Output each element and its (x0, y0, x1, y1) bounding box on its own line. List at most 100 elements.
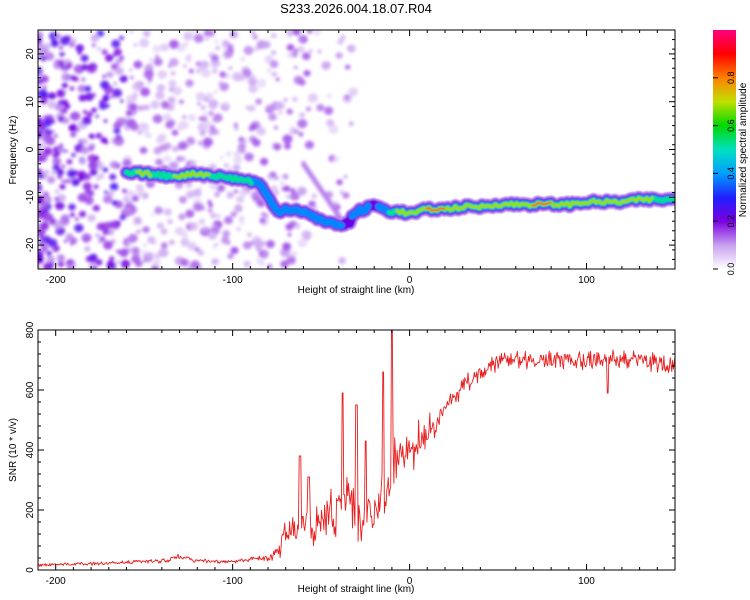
noise-blob (47, 100, 57, 109)
noise-blob (294, 129, 299, 134)
noise-blob (304, 140, 315, 150)
noise-blob (344, 94, 351, 100)
spectrogram-y-ticks: -20 -10 0 10 20 (25, 29, 675, 270)
noise-blob (286, 255, 296, 265)
noise-blob (38, 240, 43, 245)
noise-blob (290, 126, 296, 131)
noise-blob (297, 45, 305, 54)
noise-blob (45, 213, 54, 221)
noise-blob (88, 161, 98, 170)
noise-blob (348, 121, 354, 126)
noise-blob (199, 130, 206, 137)
noise-blob (158, 248, 169, 258)
noise-blob (202, 227, 208, 233)
noise-blob (38, 230, 43, 235)
noise-blob (62, 117, 70, 124)
noise-blob (39, 236, 44, 240)
noise-blob (91, 265, 97, 269)
noise-blob (259, 251, 264, 256)
snr-x-ticks: -200 -100 0 100 (37, 330, 658, 587)
noise-blob (52, 157, 62, 166)
noise-blob (305, 106, 312, 112)
noise-blob (68, 125, 75, 131)
noise-blob (70, 111, 81, 121)
noise-blob (195, 61, 201, 67)
noise-blob (90, 33, 100, 43)
noise-blob (111, 200, 118, 206)
noise-blob (177, 141, 188, 151)
noise-blob (248, 84, 258, 94)
noise-blob (51, 170, 57, 175)
spectrogram-x-tick-label: -100 (223, 275, 243, 286)
noise-blob (63, 89, 67, 93)
noise-blob (112, 88, 123, 98)
spectrogram-x-ticks: -200 -100 0 100 (37, 30, 658, 286)
spectrogram-area (38, 30, 675, 269)
noise-blob (202, 112, 207, 116)
spectrogram-y-label: Frequency (Hz) (8, 116, 19, 185)
noise-blob (123, 206, 133, 215)
noise-blob (233, 151, 238, 156)
noise-blob (43, 115, 48, 120)
noise-blob (188, 113, 196, 121)
snr-x-tick-label: 0 (407, 576, 413, 587)
noise-blob (119, 55, 125, 61)
noise-blob (106, 228, 115, 236)
noise-blob (39, 70, 44, 74)
noise-blob (261, 212, 266, 217)
noise-blob (183, 31, 193, 41)
noise-blob (287, 35, 292, 39)
snr-x-tick-label: -200 (46, 576, 66, 587)
spectrogram-y-tick-label: -10 (25, 190, 36, 205)
noise-blob (40, 55, 47, 62)
noise-blob (336, 179, 343, 186)
noise-blob (193, 33, 204, 43)
noise-blob (135, 183, 144, 192)
noise-blob (111, 39, 121, 48)
noise-blob (156, 84, 166, 92)
noise-blob (189, 222, 199, 231)
noise-blob (104, 54, 114, 62)
noise-blob (162, 113, 172, 122)
noise-blob (84, 92, 94, 102)
noise-blob (255, 98, 263, 105)
noise-blob (88, 64, 93, 70)
noise-blob (307, 93, 318, 103)
colorbar-label: Normalized spectral amplitude (738, 82, 749, 217)
noise-blob (122, 159, 132, 168)
noise-blob (297, 238, 307, 248)
noise-blob (172, 86, 183, 96)
noise-blob (182, 64, 187, 68)
noise-blob (52, 152, 59, 158)
noise-blob (70, 131, 77, 138)
noise-blob (327, 94, 332, 99)
noise-blob (86, 111, 93, 118)
noise-blob (177, 120, 187, 130)
noise-blob (95, 114, 99, 118)
noise-blob (258, 249, 269, 259)
noise-blob (332, 156, 340, 162)
noise-blob (152, 45, 161, 53)
noise-blob (171, 145, 179, 153)
noise-blob (232, 164, 241, 172)
noise-blob (186, 161, 191, 166)
noise-blob (143, 69, 154, 79)
noise-blob (216, 214, 221, 219)
noise-blob (98, 102, 108, 110)
noise-blob (262, 40, 271, 49)
colorbar-ticks: 0.0 0.2 0.4 0.6 0.8 (713, 72, 736, 276)
noise-blob (321, 61, 331, 70)
noise-blob (207, 208, 213, 213)
noise-blob (150, 213, 155, 217)
noise-blob (54, 189, 60, 194)
noise-blob (225, 151, 232, 157)
noise-blob (146, 251, 154, 259)
noise-blob (61, 72, 71, 82)
snr-y-label: SNR (10 * v/v) (8, 418, 19, 482)
snr-panel: -200 -100 0 100 0 200 400 600 800 Height of str… (8, 321, 676, 595)
noise-blob (188, 68, 195, 74)
colorbar-tick-label: 0.0 (726, 263, 736, 276)
noise-blob (226, 191, 235, 199)
spectrogram-x-tick-label: 0 (407, 275, 413, 286)
noise-blob (84, 85, 92, 92)
